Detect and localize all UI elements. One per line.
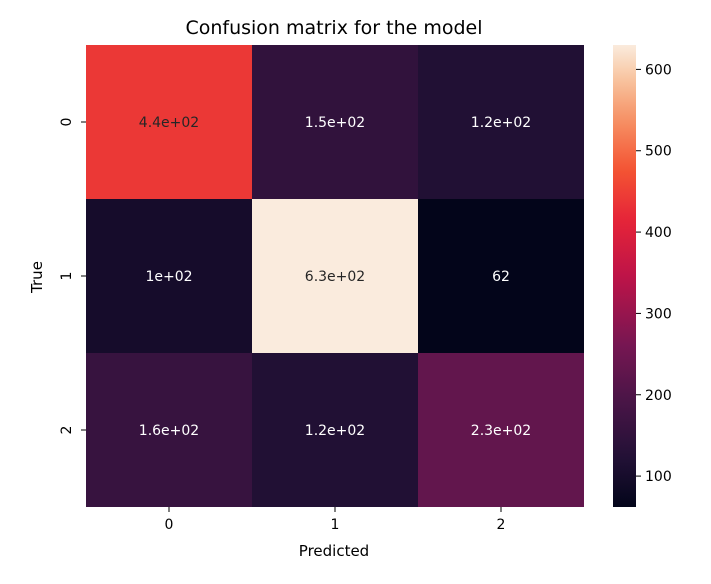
x-tick-label: 1: [331, 517, 340, 533]
heatmap-cell: [418, 353, 584, 507]
colorbar-tick-label: 500: [645, 144, 672, 160]
cell-value-label: 1.2e+02: [305, 423, 365, 439]
x-tick-label: 2: [497, 517, 506, 533]
heatmap-cell: [86, 199, 252, 353]
colorbar-tick-label: 400: [645, 225, 672, 241]
colorbar: 100 200 300 400 500 600: [613, 45, 672, 507]
heatmap-cell: [86, 45, 252, 199]
colorbar-tick-label: 300: [645, 306, 672, 322]
colorbar-tick-label: 200: [645, 388, 672, 404]
colorbar-gradient: [613, 45, 636, 507]
heatmap-cell: [86, 353, 252, 507]
x-axis: 0 1 2: [165, 507, 506, 533]
colorbar-tick-label: 100: [645, 469, 672, 485]
y-tick-label: 2: [59, 426, 75, 435]
heatmap-cells: 4.4e+02 1.5e+02 1.2e+02 1e+02 6.3e+02 62 1.6e+…: [86, 45, 584, 507]
heatmap-cell: [418, 199, 584, 353]
cell-value-label: 1.6e+02: [139, 423, 199, 439]
chart-title: Confusion matrix for the model: [185, 17, 482, 39]
x-axis-label: Predicted: [299, 542, 369, 560]
y-axis-label: True: [28, 261, 46, 294]
heatmap-cell: [418, 45, 584, 199]
x-tick-label: 0: [165, 517, 174, 533]
cell-value-label: 1.2e+02: [471, 115, 531, 131]
cell-value-label: 2.3e+02: [471, 423, 531, 439]
cell-value-label: 62: [492, 269, 510, 285]
cell-value-label: 1e+02: [145, 269, 192, 285]
cell-value-label: 6.3e+02: [305, 269, 365, 285]
y-axis: 0 1 2: [59, 118, 86, 435]
colorbar-tick-label: 600: [645, 62, 672, 78]
cell-value-label: 1.5e+02: [305, 115, 365, 131]
y-tick-label: 0: [59, 118, 75, 127]
heatmap-cell: [252, 353, 418, 507]
cell-value-label: 4.4e+02: [139, 115, 199, 131]
y-tick-label: 1: [59, 272, 75, 281]
heatmap-cell: [252, 45, 418, 199]
heatmap-cell: [252, 199, 418, 353]
